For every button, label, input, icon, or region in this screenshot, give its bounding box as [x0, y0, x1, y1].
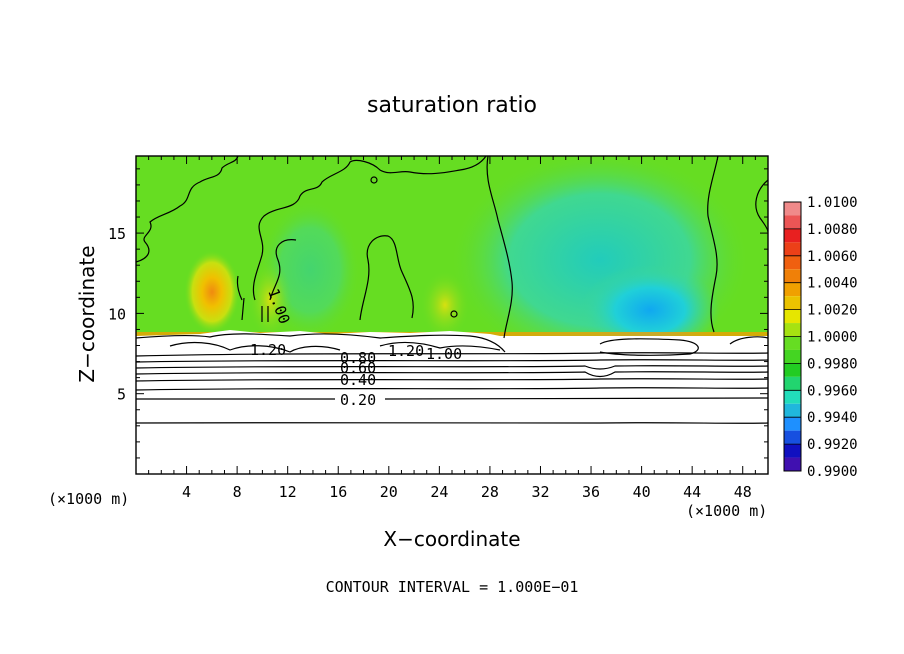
- stratified-line-8: [136, 423, 768, 424]
- colorbar-swatch: [784, 444, 801, 457]
- contour-label-1.00-b: 1.00: [426, 345, 462, 363]
- colorbar-swatch: [784, 431, 801, 444]
- colorbar-swatch: [784, 458, 801, 471]
- colorbar-label: 0.9980: [807, 356, 858, 372]
- x-unit-label-right: (×1000 m): [686, 502, 767, 520]
- colorbar-swatch: [784, 337, 801, 350]
- colorbar-label: 0.9900: [807, 464, 858, 480]
- contour-label-1.20-a: 1.20: [250, 341, 286, 359]
- y-tick-label: 10: [108, 305, 126, 323]
- colorbar-label: 1.0080: [807, 222, 858, 238]
- x-tick-label: 8: [233, 483, 242, 501]
- colorbar-label: 1.0000: [807, 330, 858, 346]
- x-tick-label: 28: [481, 483, 499, 501]
- contour-label-0.20: 0.20: [340, 391, 376, 409]
- colorbar-swatch: [784, 417, 801, 430]
- colorbar-swatch: [784, 229, 801, 242]
- x-axis-title: X−coordinate: [383, 527, 520, 551]
- x-tick-label: 24: [430, 483, 448, 501]
- colorbar-swatch: [784, 202, 801, 215]
- y-tick-label: 5: [117, 386, 126, 404]
- colorbar-label: 1.0020: [807, 303, 858, 319]
- colorbar-label: 0.9940: [807, 410, 858, 426]
- colorbar-swatch: [784, 363, 801, 376]
- colorbar-swatch: [784, 390, 801, 403]
- x-tick-label: 20: [380, 483, 398, 501]
- x-tick-label: 48: [734, 483, 752, 501]
- y-tick-label: 15: [108, 225, 126, 243]
- colorbar-swatch: [784, 283, 801, 296]
- colorbar-swatch: [784, 377, 801, 390]
- contour-label-0.80: 0.80: [340, 349, 376, 367]
- colorbar: 1.0100 1.0080 1.0060 1.0040 1.0020 1.0000 0.99…: [784, 195, 858, 480]
- colorbar-swatch: [784, 269, 801, 282]
- colorbar-swatch: [784, 242, 801, 255]
- x-tick-label: 44: [683, 483, 701, 501]
- colorbar-swatch: [784, 323, 801, 336]
- colorbar-swatch: [784, 310, 801, 323]
- x-tick-label: 40: [633, 483, 651, 501]
- contour-interval-note: CONTOUR INTERVAL = 1.000E−01: [326, 578, 579, 596]
- x-tick-label: 32: [531, 483, 549, 501]
- colorbar-label: 1.0060: [807, 249, 858, 265]
- warm-region-core: [184, 250, 240, 334]
- warm-region-3: [420, 270, 470, 340]
- colorbar-label: 1.0100: [807, 195, 858, 211]
- colorbar-swatch: [784, 296, 801, 309]
- colorbar-label: 1.0040: [807, 276, 858, 292]
- colorbar-swatch: [784, 350, 801, 363]
- x-tick-label: 16: [329, 483, 347, 501]
- contour-label-1.20-b: 1.20: [388, 342, 424, 360]
- x-unit-label-left: (×1000 m): [48, 490, 129, 508]
- x-tick-label: 4: [182, 483, 191, 501]
- y-axis-title: Z−coordinate: [75, 245, 99, 382]
- colorbar-swatch: [784, 404, 801, 417]
- colorbar-label: 0.9920: [807, 437, 858, 453]
- x-tick-label: 12: [279, 483, 297, 501]
- colorbar-swatch: [784, 215, 801, 228]
- colorbar-label: 0.9960: [807, 383, 858, 399]
- colorbar-swatch: [784, 256, 801, 269]
- x-tick-label: 36: [582, 483, 600, 501]
- chart-title: saturation ratio: [367, 93, 537, 118]
